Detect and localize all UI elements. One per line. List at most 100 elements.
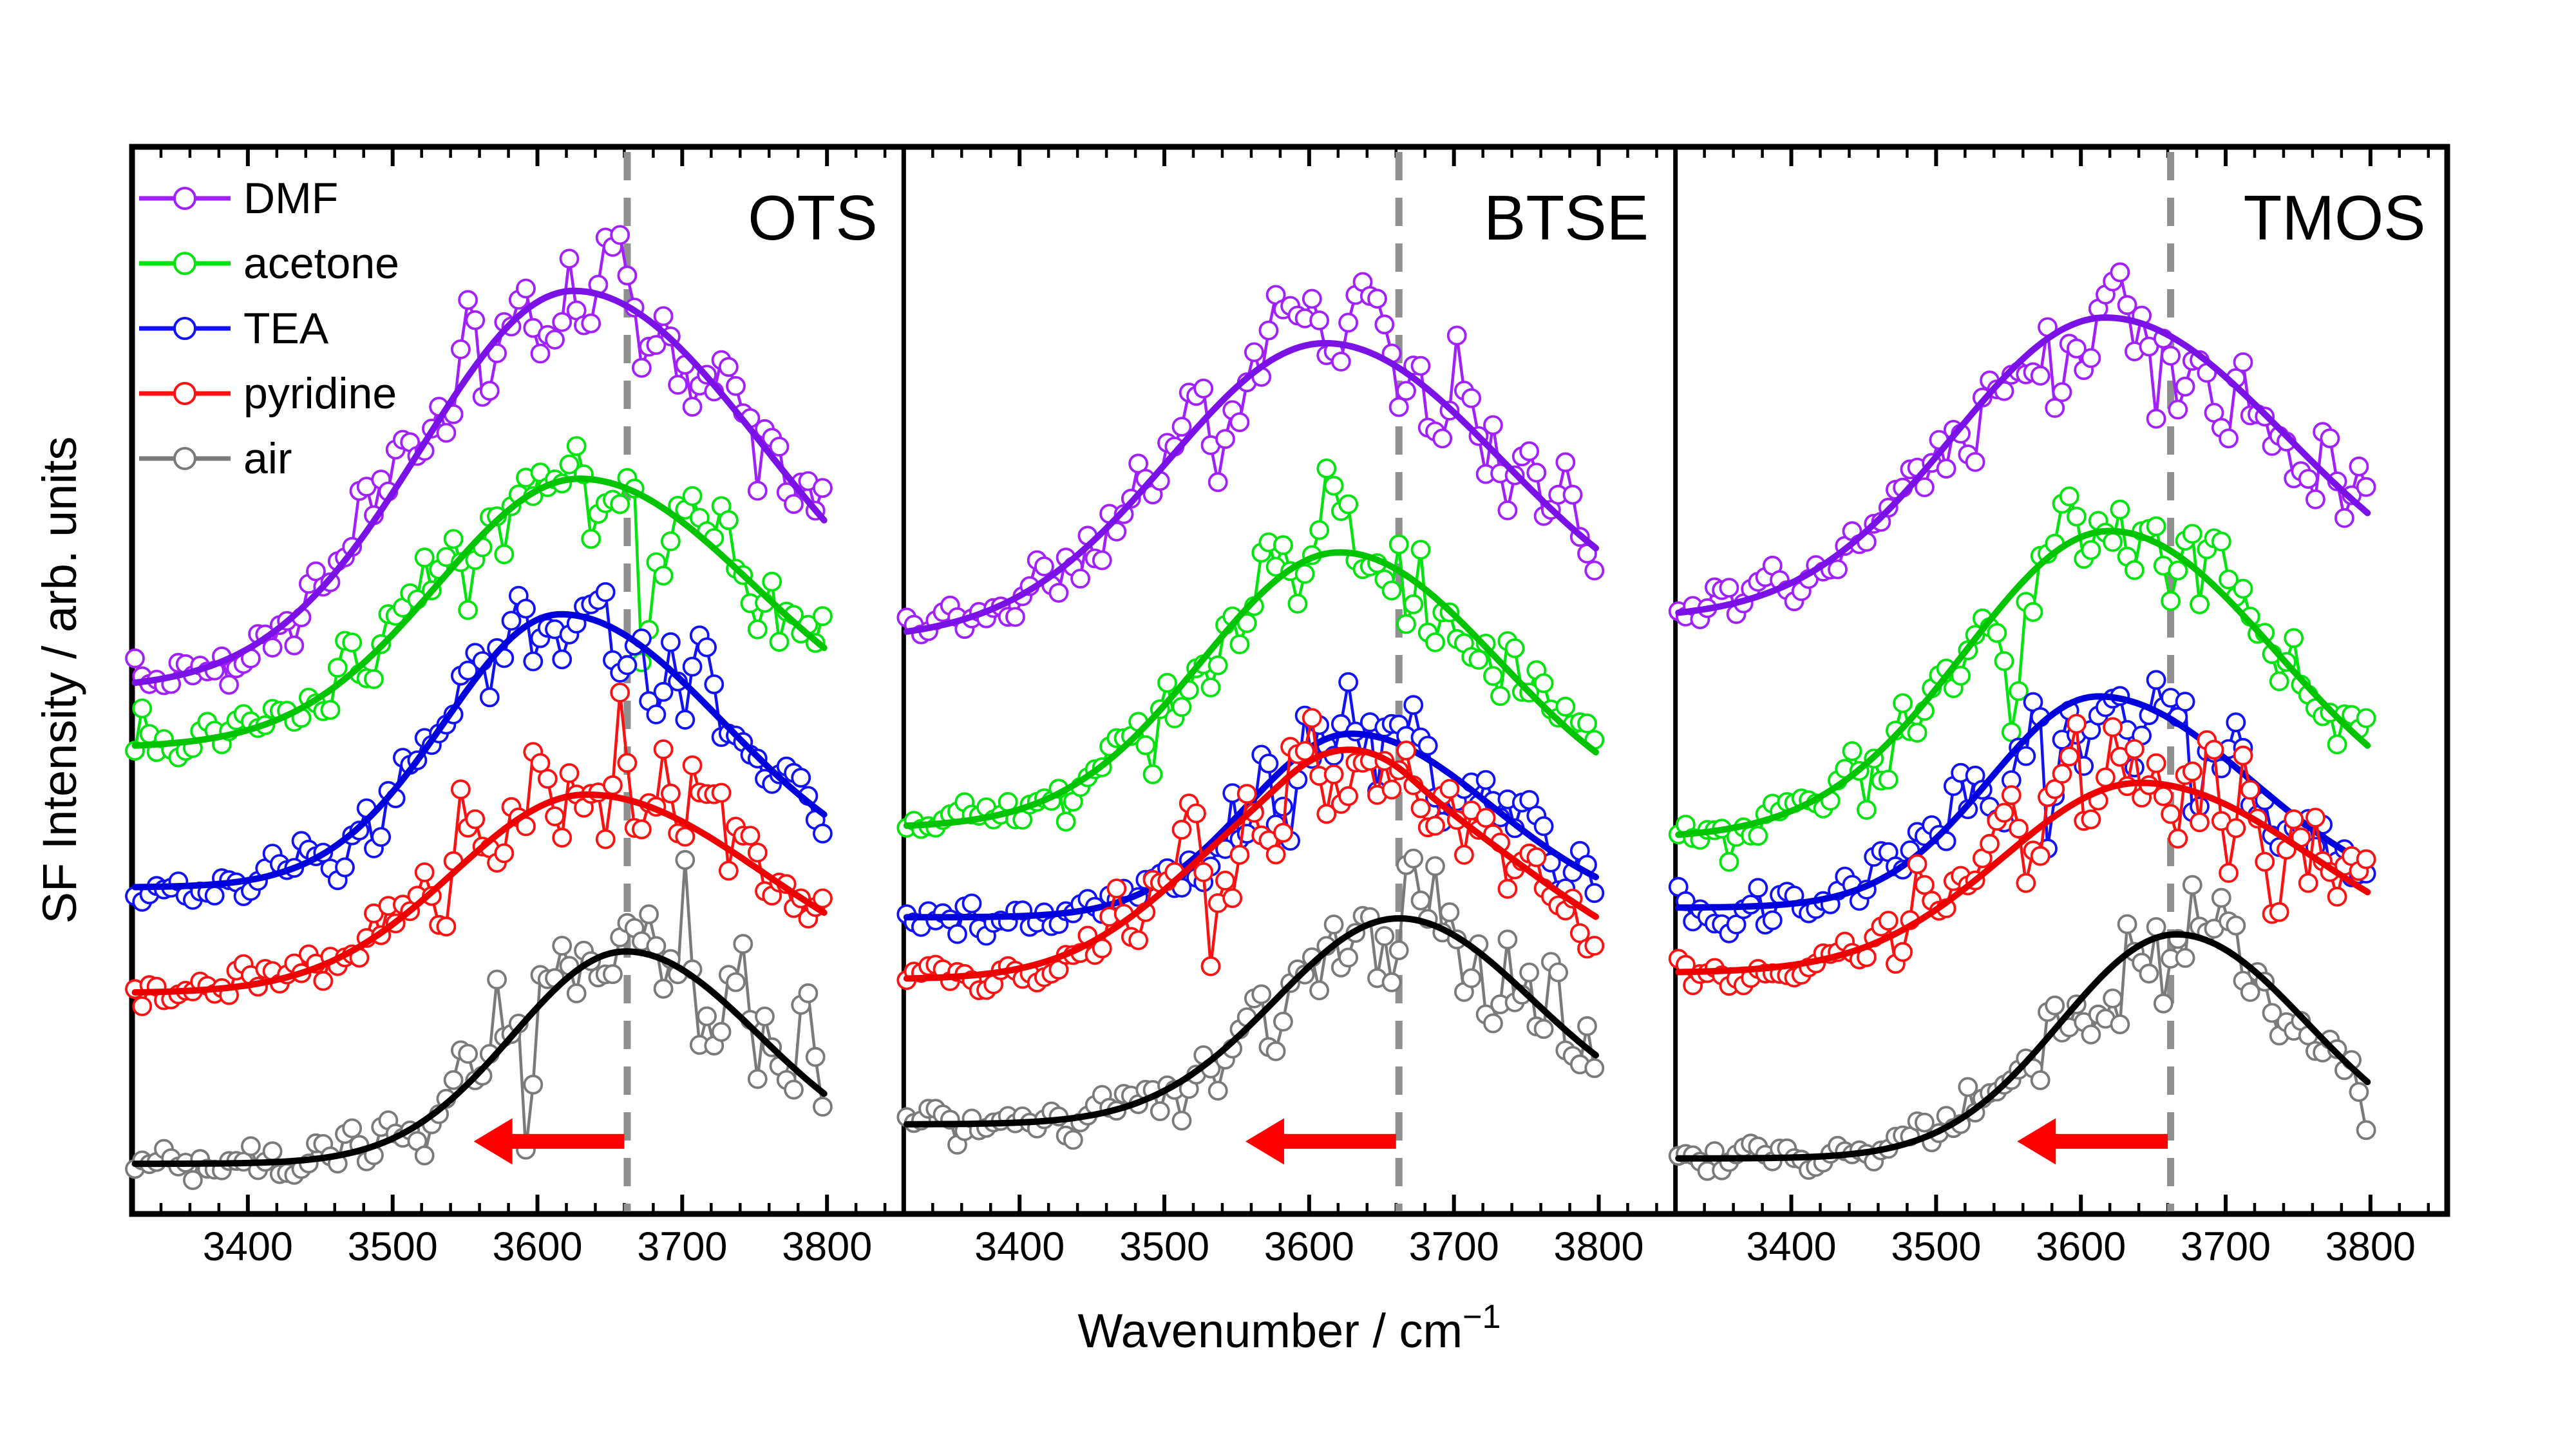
data-point [2269, 671, 2289, 692]
data-point [1555, 452, 1576, 473]
data-point [1439, 779, 1460, 799]
x-tick-label: 3800 [2325, 1224, 2416, 1269]
data-point [2305, 489, 2325, 509]
data-point [1432, 428, 1453, 449]
data-point [1555, 696, 1576, 717]
data-point [2226, 818, 2246, 838]
data-point [1533, 816, 1554, 837]
data-point [1417, 735, 1438, 756]
legend-item-acetone: acetone [139, 239, 399, 288]
data-point [617, 753, 638, 773]
data-point [2168, 828, 2188, 849]
data-point [1193, 862, 1214, 882]
data-point [284, 635, 305, 656]
data-point [1461, 388, 1482, 408]
data-point [1748, 826, 1768, 846]
data-point [516, 598, 536, 619]
data-point [2066, 714, 2087, 734]
data-point [2204, 739, 2224, 760]
data-point [1584, 1058, 1605, 1078]
data-point [1425, 856, 1445, 876]
data-point [2059, 746, 2079, 767]
data-point [697, 637, 717, 658]
data-point [2284, 628, 2304, 649]
data-point [530, 343, 551, 364]
data-point [1034, 556, 1054, 576]
data-point [1273, 797, 1293, 817]
data-point [2298, 873, 2318, 893]
data-point [1294, 741, 1315, 761]
data-point [2095, 767, 2116, 788]
data-point [125, 648, 145, 668]
data-point [2233, 352, 2253, 372]
arrow-shaft [511, 1133, 625, 1149]
data-point [262, 1141, 283, 1162]
arrow-shaft [1282, 1133, 1396, 1149]
data-point [566, 436, 587, 456]
data-point [552, 936, 573, 956]
data-point [675, 826, 696, 847]
fit-line [131, 475, 828, 749]
data-point [2066, 338, 2087, 359]
series-pyridine [896, 708, 1605, 1000]
data-point [1425, 632, 1445, 652]
legend: DMF acetone TEA pyridine air [139, 174, 399, 483]
data-point [1048, 583, 1069, 603]
data-point [523, 651, 544, 672]
data-point [132, 698, 153, 719]
arrow-head-icon [2017, 1118, 2056, 1165]
data-point [1381, 779, 1402, 800]
data-point [443, 529, 464, 549]
data-point [726, 972, 746, 992]
data-point [1475, 770, 1496, 790]
plot-border [129, 144, 2450, 1217]
data-point [2262, 1003, 2282, 1023]
data-point [494, 544, 515, 565]
data-point [2356, 1120, 2376, 1141]
data-point [610, 683, 630, 703]
data-point [414, 862, 435, 882]
data-point [1504, 638, 1525, 658]
data-point [479, 381, 500, 401]
data-point [2175, 948, 2195, 968]
data-point [595, 829, 616, 849]
data-point [1519, 962, 1540, 983]
data-point [1951, 665, 1971, 686]
data-point [2110, 499, 2130, 520]
data-point [1005, 607, 1025, 627]
data-point [661, 783, 681, 804]
data-point [603, 964, 623, 985]
data-point [1468, 650, 1489, 670]
data-point [1497, 878, 1518, 899]
data-point [364, 669, 384, 689]
data-point [559, 249, 580, 269]
data-line [133, 858, 824, 1182]
data-point [718, 510, 739, 531]
data-point [711, 782, 732, 803]
data-point [1475, 808, 1496, 828]
data-point [1396, 741, 1416, 761]
data-point [1208, 1081, 1228, 1101]
fit-line [903, 339, 1599, 635]
data-point [2356, 708, 2376, 728]
data-point [762, 571, 782, 592]
redshift-arrow [1245, 1118, 1396, 1165]
fit-line [903, 549, 1599, 829]
data-point [204, 886, 225, 905]
data-point [682, 755, 703, 775]
data-point [1258, 753, 1279, 773]
data-point [2269, 902, 2289, 922]
data-point [2103, 989, 2123, 1009]
data-point [661, 632, 681, 652]
data-point [1229, 412, 1250, 432]
data-point [1381, 972, 1402, 992]
data-point [2045, 995, 2065, 1016]
data-point [1439, 902, 1460, 922]
data-point [1461, 968, 1482, 989]
data-point [2103, 717, 2123, 737]
data-point [1171, 819, 1192, 840]
data-point [1410, 540, 1431, 560]
data-point [1338, 786, 1359, 806]
fit-line [131, 287, 828, 687]
data-point [1584, 883, 1605, 904]
